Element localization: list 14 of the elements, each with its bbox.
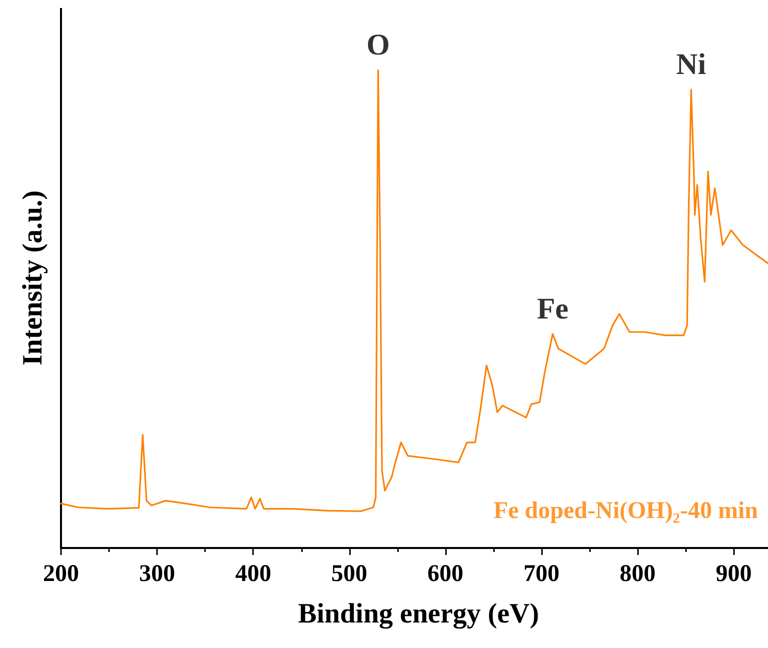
- x-axis-title: Binding energy (eV): [298, 598, 540, 630]
- x-tick-label: 900: [716, 561, 752, 587]
- x-tick-label: 500: [331, 561, 368, 587]
- y-axis-title: Intensity (a.u.): [18, 190, 48, 366]
- x-tick-label: 800: [620, 561, 656, 587]
- x-tick-label: 700: [524, 561, 560, 587]
- x-tick-label: 400: [235, 561, 272, 587]
- x-tick-label: 300: [139, 561, 176, 587]
- annotation: Ni: [676, 48, 706, 82]
- x-tick-label: 200: [43, 561, 79, 587]
- x-tick-label: 600: [427, 561, 464, 587]
- annotation: O: [366, 28, 390, 62]
- annotation: Fe: [536, 292, 568, 326]
- text: Fe doped-Ni(OH)₂-40 min: [493, 498, 758, 524]
